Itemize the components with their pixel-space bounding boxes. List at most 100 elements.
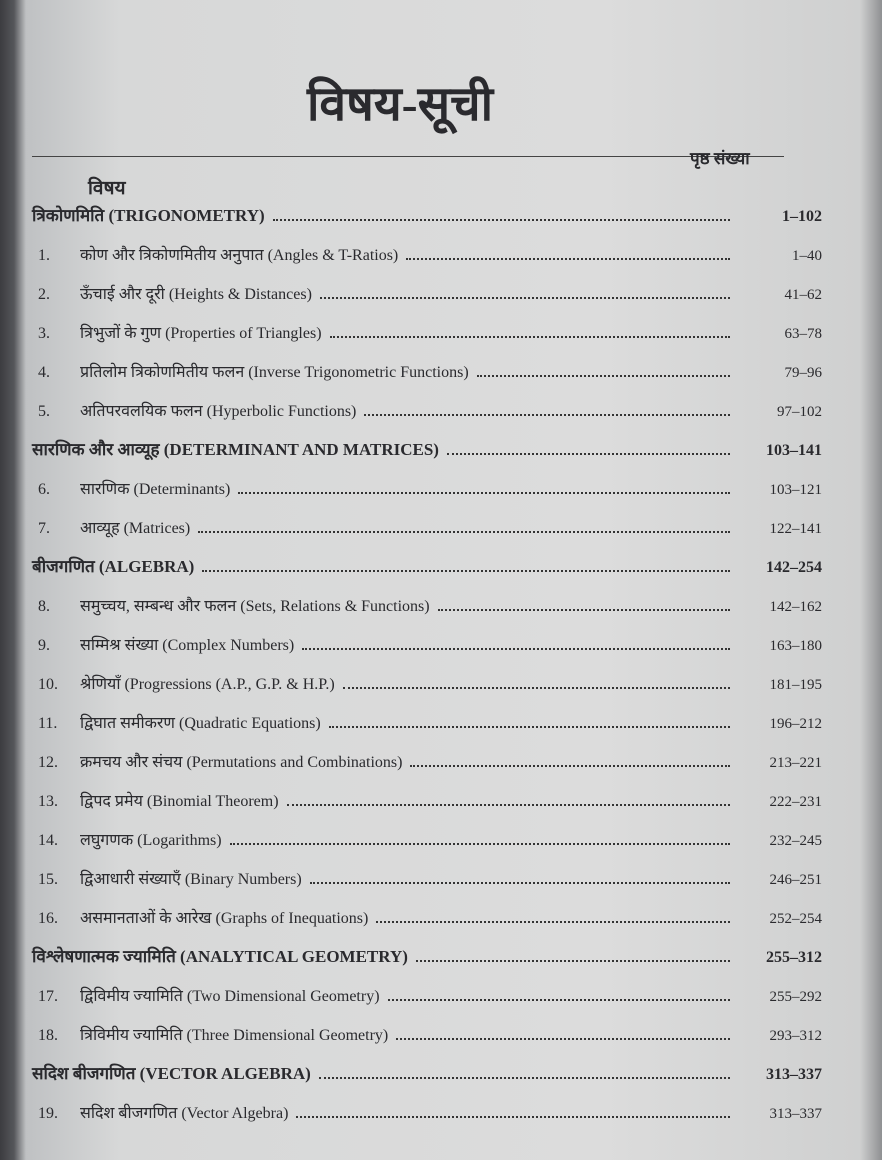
item-pages: 142–162 — [769, 599, 823, 615]
leader — [272, 219, 730, 221]
rule — [32, 156, 784, 157]
item-pages: 63–78 — [784, 326, 823, 342]
item-pages: 1–40 — [792, 248, 822, 264]
item-number: 11. — [38, 715, 58, 732]
item-text: द्विपद प्रमेय (Binomial Theorem) — [80, 793, 279, 810]
item-row: 10. श्रेणियाँ (Progressions (A.P., G.P. &… — [32, 670, 822, 694]
leader — [328, 726, 730, 728]
item-pages: 196–212 — [769, 716, 823, 732]
item-number: 8. — [38, 598, 50, 615]
item-text: द्विघात समीकरण (Quadratic Equations) — [80, 715, 321, 732]
item-pages: 181–195 — [769, 677, 823, 693]
leader — [396, 1038, 730, 1040]
item-row: 12. क्रमचय और संचय (Permutations and Comb… — [32, 748, 822, 772]
leader — [296, 1116, 730, 1118]
item-pages: 313–337 — [769, 1106, 823, 1122]
section-row: सदिश बीजगणित (VECTOR ALGEBRA) 313–337 — [32, 1060, 822, 1084]
item-pages: 103–121 — [769, 482, 823, 498]
item-row: 5. अतिपरवलयिक फलन (Hyperbolic Functions) 9… — [32, 397, 822, 421]
section-row: त्रिकोणमिति (TRIGONOMETRY) 1–102 — [32, 202, 822, 226]
item-text: अतिपरवलयिक फलन (Hyperbolic Functions) — [80, 403, 357, 420]
item-row: 14. लघुगणक (Logarithms) 232–245 — [32, 826, 822, 850]
item-pages: 255–292 — [769, 989, 823, 1005]
section-title: सारणिक और आव्यूह (DETERMINANT AND MATRIC… — [32, 440, 439, 459]
item-number: 10. — [38, 676, 58, 693]
item-text: द्विविमीय ज्यामिति (Two Dimensional Geom… — [80, 988, 380, 1005]
item-number: 13. — [38, 793, 58, 810]
leader — [202, 570, 730, 572]
section-pages: 1–102 — [782, 208, 822, 225]
item-text: आव्यूह (Matrices) — [80, 520, 191, 537]
leader — [387, 999, 730, 1001]
item-text: त्रिविमीय ज्यामिति (Three Dimensional Ge… — [80, 1027, 389, 1044]
item-text: द्विआधारी संख्याएँ (Binary Numbers) — [80, 871, 302, 888]
leader — [286, 804, 730, 806]
item-row: 9. सम्मिश्र संख्या (Complex Numbers) 163–1… — [32, 631, 822, 655]
item-number: 18. — [38, 1027, 58, 1044]
leader — [238, 492, 730, 494]
item-number: 15. — [38, 871, 58, 888]
leader — [342, 687, 730, 689]
item-text: प्रतिलोम त्रिकोणमितीय फलन (Inverse Trigo… — [80, 364, 469, 381]
item-pages: 163–180 — [769, 638, 823, 654]
item-pages: 246–251 — [769, 872, 823, 888]
section-title: त्रिकोणमिति (TRIGONOMETRY) — [32, 206, 265, 225]
item-number: 12. — [38, 754, 58, 771]
leader — [229, 843, 730, 845]
leader — [319, 297, 730, 299]
item-pages: 293–312 — [769, 1028, 823, 1044]
item-number: 9. — [38, 637, 50, 654]
item-number: 7. — [38, 520, 50, 537]
item-text: ऊँचाई और दूरी (Heights & Distances) — [80, 286, 312, 303]
leader — [198, 531, 730, 533]
section-pages: 255–312 — [766, 949, 822, 966]
item-pages: 222–231 — [769, 794, 823, 810]
section-title: विश्लेषणात्मक ज्यामिति (ANALYTICAL GEOME… — [32, 947, 408, 966]
item-pages: 232–245 — [769, 833, 823, 849]
item-row: 4. प्रतिलोम त्रिकोणमितीय फलन (Inverse Tri… — [32, 358, 822, 382]
item-text: सम्मिश्र संख्या (Complex Numbers) — [80, 637, 295, 654]
item-text: सारणिक (Determinants) — [80, 481, 231, 498]
section-row: बीजगणित (ALGEBRA) 142–254 — [32, 553, 822, 577]
item-pages: 41–62 — [784, 287, 823, 303]
section-pages: 103–141 — [766, 442, 822, 459]
item-number: 17. — [38, 988, 58, 1005]
leader — [406, 258, 730, 260]
leader — [446, 453, 730, 455]
section-pages: 142–254 — [766, 559, 822, 576]
item-text: लघुगणक (Logarithms) — [80, 832, 222, 849]
leader — [415, 960, 730, 962]
item-row: 2. ऊँचाई और दूरी (Heights & Distances) 41–… — [32, 280, 822, 304]
leader — [309, 882, 730, 884]
section-row: विश्लेषणात्मक ज्यामिति (ANALYTICAL GEOME… — [32, 943, 822, 967]
item-pages: 79–96 — [784, 365, 823, 381]
item-text: क्रमचय और संचय (Permutations and Combina… — [80, 754, 403, 771]
item-row: 15. द्विआधारी संख्याएँ (Binary Numbers) 24… — [32, 865, 822, 889]
item-row: 11. द्विघात समीकरण (Quadratic Equations) 1… — [32, 709, 822, 733]
item-text: कोण और त्रिकोणमितीय अनुपात (Angles & T-R… — [80, 247, 399, 264]
item-text: श्रेणियाँ (Progressions (A.P., G.P. & H.… — [80, 676, 335, 693]
item-number: 1. — [38, 247, 50, 264]
leader — [410, 765, 730, 767]
item-number: 2. — [38, 286, 50, 303]
leader — [302, 648, 730, 650]
item-row: 16. असमानताओं के आरेख (Graphs of Inequati… — [32, 904, 822, 928]
item-row: 18. त्रिविमीय ज्यामिति (Three Dimensional… — [32, 1021, 822, 1045]
item-row: 13. द्विपद प्रमेय (Binomial Theorem) 222–2… — [32, 787, 822, 811]
header-pages: पृष्ठ संख्या — [690, 149, 750, 168]
item-text: सदिश बीजगणित (Vector Algebra) — [80, 1105, 289, 1122]
item-pages: 122–141 — [769, 521, 823, 537]
section-title: सदिश बीजगणित (VECTOR ALGEBRA) — [32, 1064, 311, 1083]
item-text: समुच्चय, सम्बन्ध और फलन (Sets, Relations… — [80, 598, 430, 615]
item-number: 6. — [38, 481, 50, 498]
section-title: बीजगणित (ALGEBRA) — [32, 557, 195, 576]
item-number: 16. — [38, 910, 58, 927]
item-row: 1. कोण और त्रिकोणमितीय अनुपात (Angles & T… — [32, 241, 822, 265]
item-number: 14. — [38, 832, 58, 849]
leader — [376, 921, 730, 923]
item-number: 19. — [38, 1105, 58, 1122]
item-row: 17. द्विविमीय ज्यामिति (Two Dimensional G… — [32, 982, 822, 1006]
item-number: 4. — [38, 364, 50, 381]
item-row: 19. सदिश बीजगणित (Vector Algebra) 313–337 — [32, 1099, 822, 1123]
